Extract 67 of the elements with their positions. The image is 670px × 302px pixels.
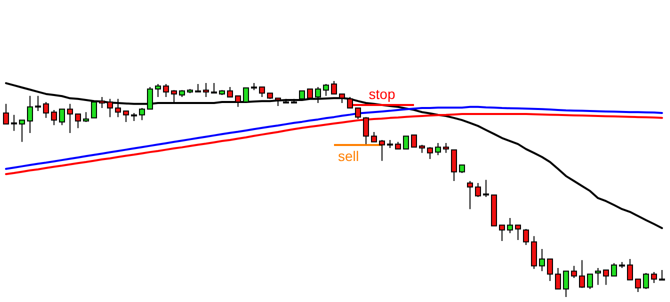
candlestick — [243, 87, 249, 102]
candlestick — [91, 101, 97, 118]
candlestick — [507, 217, 513, 234]
candlestick — [11, 114, 17, 132]
candlestick — [643, 272, 649, 290]
candlestick — [203, 82, 209, 98]
candlestick — [67, 103, 73, 134]
candlestick — [635, 278, 641, 293]
candlestick — [571, 265, 577, 278]
candlestick — [555, 268, 561, 290]
candlestick — [435, 142, 441, 156]
candlestick — [531, 236, 537, 270]
candlestick — [331, 80, 337, 94]
candlestick — [43, 101, 49, 118]
candlestick — [363, 116, 369, 145]
candlestick — [19, 120, 25, 142]
candlestick — [379, 139, 385, 162]
candlestick — [259, 86, 265, 98]
candlestick — [27, 95, 33, 134]
candlestick — [147, 86, 153, 110]
candlestick — [227, 86, 233, 98]
candlestick — [547, 258, 553, 282]
candlestick — [475, 182, 481, 198]
candlestick — [83, 112, 89, 123]
candlestick — [563, 270, 569, 298]
candlestick — [371, 131, 377, 142]
candlestick — [123, 110, 129, 123]
candlestick — [339, 93, 345, 104]
ref-line-label: sell — [338, 148, 360, 164]
candlestick — [587, 274, 593, 290]
candlestick — [403, 136, 409, 150]
candlestick — [451, 149, 457, 182]
candlestick — [355, 108, 361, 120]
candlestick — [499, 224, 505, 242]
candlestick — [427, 146, 433, 160]
candlestick — [611, 262, 617, 277]
candlestick — [315, 86, 321, 104]
candlestick — [411, 134, 417, 148]
candlestick — [35, 95, 41, 112]
candlestick — [163, 84, 169, 98]
candlestick — [99, 96, 105, 108]
candlestick — [59, 108, 65, 126]
candlestick — [579, 260, 585, 288]
candlestick — [235, 95, 241, 108]
candlestick — [659, 270, 665, 281]
ref-line-label: stop — [368, 86, 396, 102]
candlestick — [467, 180, 473, 210]
candlestick — [347, 96, 353, 108]
candlestick — [51, 109, 57, 126]
candlestick — [307, 88, 313, 99]
candlestick — [627, 258, 633, 280]
candlestick — [211, 82, 217, 94]
candlestick — [139, 108, 145, 121]
candlestick — [443, 142, 449, 154]
candlestick — [171, 90, 177, 102]
candlestick — [603, 270, 609, 286]
candlestick — [539, 248, 545, 272]
candlestick — [155, 84, 161, 98]
candlestick — [107, 98, 113, 118]
candlestick — [651, 271, 657, 284]
candlestick — [595, 268, 601, 286]
candlestick — [523, 228, 529, 246]
candlestick — [483, 179, 489, 198]
candlestick — [3, 103, 9, 124]
candlestick — [75, 114, 81, 129]
candlestick — [515, 224, 521, 240]
candlestick — [115, 98, 121, 118]
